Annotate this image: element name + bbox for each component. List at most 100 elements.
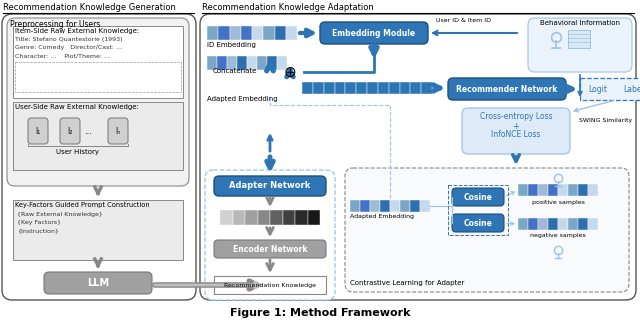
Bar: [350, 200, 360, 212]
Bar: [252, 26, 263, 40]
FancyBboxPatch shape: [44, 272, 152, 294]
Text: Preprocessing for Users: Preprocessing for Users: [10, 20, 100, 29]
FancyBboxPatch shape: [7, 18, 189, 186]
Text: Cosine: Cosine: [463, 218, 492, 227]
Bar: [282, 210, 295, 225]
Text: Recommendation Knowledge: Recommendation Knowledge: [224, 283, 316, 288]
Text: Recommendation Knowledge Generation: Recommendation Knowledge Generation: [3, 3, 176, 12]
Bar: [380, 200, 390, 212]
Text: Title: Stefano Quantestorie (1993): Title: Stefano Quantestorie (1993): [15, 37, 122, 42]
Bar: [568, 30, 590, 48]
Bar: [270, 210, 282, 225]
Text: Character: ...    Plot/Theme: ...: Character: ... Plot/Theme: ...: [15, 53, 110, 58]
FancyBboxPatch shape: [2, 14, 196, 300]
Bar: [538, 184, 548, 196]
Bar: [421, 82, 432, 94]
FancyBboxPatch shape: [452, 188, 504, 206]
Text: Adapter Network: Adapter Network: [229, 182, 310, 190]
Bar: [578, 184, 588, 196]
Text: LLM: LLM: [87, 278, 109, 288]
Bar: [558, 184, 568, 196]
Bar: [307, 210, 320, 225]
Bar: [277, 56, 287, 70]
FancyBboxPatch shape: [214, 240, 326, 258]
Text: $\oplus$: $\oplus$: [284, 64, 297, 80]
Bar: [568, 218, 578, 230]
Text: {Instruction}: {Instruction}: [17, 228, 59, 233]
Text: Encoder Network: Encoder Network: [233, 244, 307, 254]
Bar: [263, 26, 275, 40]
Text: Item-Side Raw External Knowledge:: Item-Side Raw External Knowledge:: [15, 28, 140, 34]
Bar: [356, 82, 367, 94]
Bar: [528, 184, 538, 196]
Bar: [15, 62, 181, 92]
Bar: [588, 184, 598, 196]
Bar: [302, 82, 313, 94]
Bar: [241, 26, 252, 40]
Text: I₂: I₂: [67, 126, 73, 136]
Bar: [230, 26, 241, 40]
FancyBboxPatch shape: [200, 14, 636, 300]
Text: {Raw External Knowledge}: {Raw External Knowledge}: [17, 212, 103, 217]
Text: {Key Factors}: {Key Factors}: [17, 220, 61, 225]
Text: Label: Label: [623, 85, 640, 93]
Bar: [399, 82, 410, 94]
Bar: [346, 82, 356, 94]
Bar: [588, 218, 598, 230]
Text: Logit: Logit: [589, 85, 607, 93]
Bar: [448, 185, 508, 235]
Bar: [214, 276, 326, 294]
FancyBboxPatch shape: [345, 168, 629, 292]
Text: User-Side Raw External Knowledge:: User-Side Raw External Knowledge:: [15, 104, 139, 110]
Bar: [568, 184, 578, 196]
Bar: [245, 210, 257, 225]
Bar: [390, 200, 400, 212]
Bar: [220, 210, 232, 225]
Text: SWING Similarity: SWING Similarity: [579, 118, 632, 123]
Text: Figure 1: Method Framework: Figure 1: Method Framework: [230, 308, 410, 318]
Bar: [13, 102, 183, 170]
Bar: [578, 218, 588, 230]
Bar: [227, 56, 237, 70]
Bar: [335, 82, 346, 94]
Bar: [285, 26, 297, 40]
Bar: [367, 82, 378, 94]
Bar: [400, 200, 410, 212]
FancyBboxPatch shape: [528, 18, 632, 72]
Bar: [538, 218, 548, 230]
Text: Adapted Embedding: Adapted Embedding: [350, 214, 414, 219]
Bar: [388, 82, 399, 94]
FancyBboxPatch shape: [28, 118, 48, 144]
Bar: [518, 184, 528, 196]
Text: ...: ...: [84, 126, 92, 136]
Text: Cross-entropy Loss: Cross-entropy Loss: [480, 112, 552, 121]
Text: ID Embedding: ID Embedding: [207, 42, 256, 48]
Text: User History: User History: [56, 149, 99, 155]
Text: User ID & Item ID: User ID & Item ID: [436, 18, 491, 23]
Text: Key-Factors Guided Prompt Construction: Key-Factors Guided Prompt Construction: [15, 202, 150, 208]
FancyBboxPatch shape: [462, 108, 570, 154]
Text: InfoNCE Loss: InfoNCE Loss: [492, 130, 541, 139]
Bar: [237, 56, 247, 70]
Text: Adapted Embedding: Adapted Embedding: [207, 96, 278, 102]
Bar: [218, 26, 230, 40]
Text: Behavioral Information: Behavioral Information: [540, 20, 620, 26]
FancyBboxPatch shape: [60, 118, 80, 144]
Bar: [324, 82, 335, 94]
Text: Embedding Module: Embedding Module: [332, 29, 415, 38]
Bar: [410, 82, 421, 94]
Bar: [548, 184, 558, 196]
Text: Genre: Comedy   Director/Cast: ...: Genre: Comedy Director/Cast: ...: [15, 45, 122, 50]
Bar: [548, 218, 558, 230]
Bar: [420, 200, 430, 212]
Bar: [378, 82, 388, 94]
Bar: [267, 56, 277, 70]
Bar: [518, 218, 528, 230]
FancyBboxPatch shape: [448, 78, 566, 100]
Text: negative samples: negative samples: [530, 233, 586, 238]
Bar: [257, 56, 267, 70]
FancyBboxPatch shape: [320, 22, 428, 44]
Bar: [275, 26, 285, 40]
FancyBboxPatch shape: [108, 118, 128, 144]
Bar: [217, 56, 227, 70]
